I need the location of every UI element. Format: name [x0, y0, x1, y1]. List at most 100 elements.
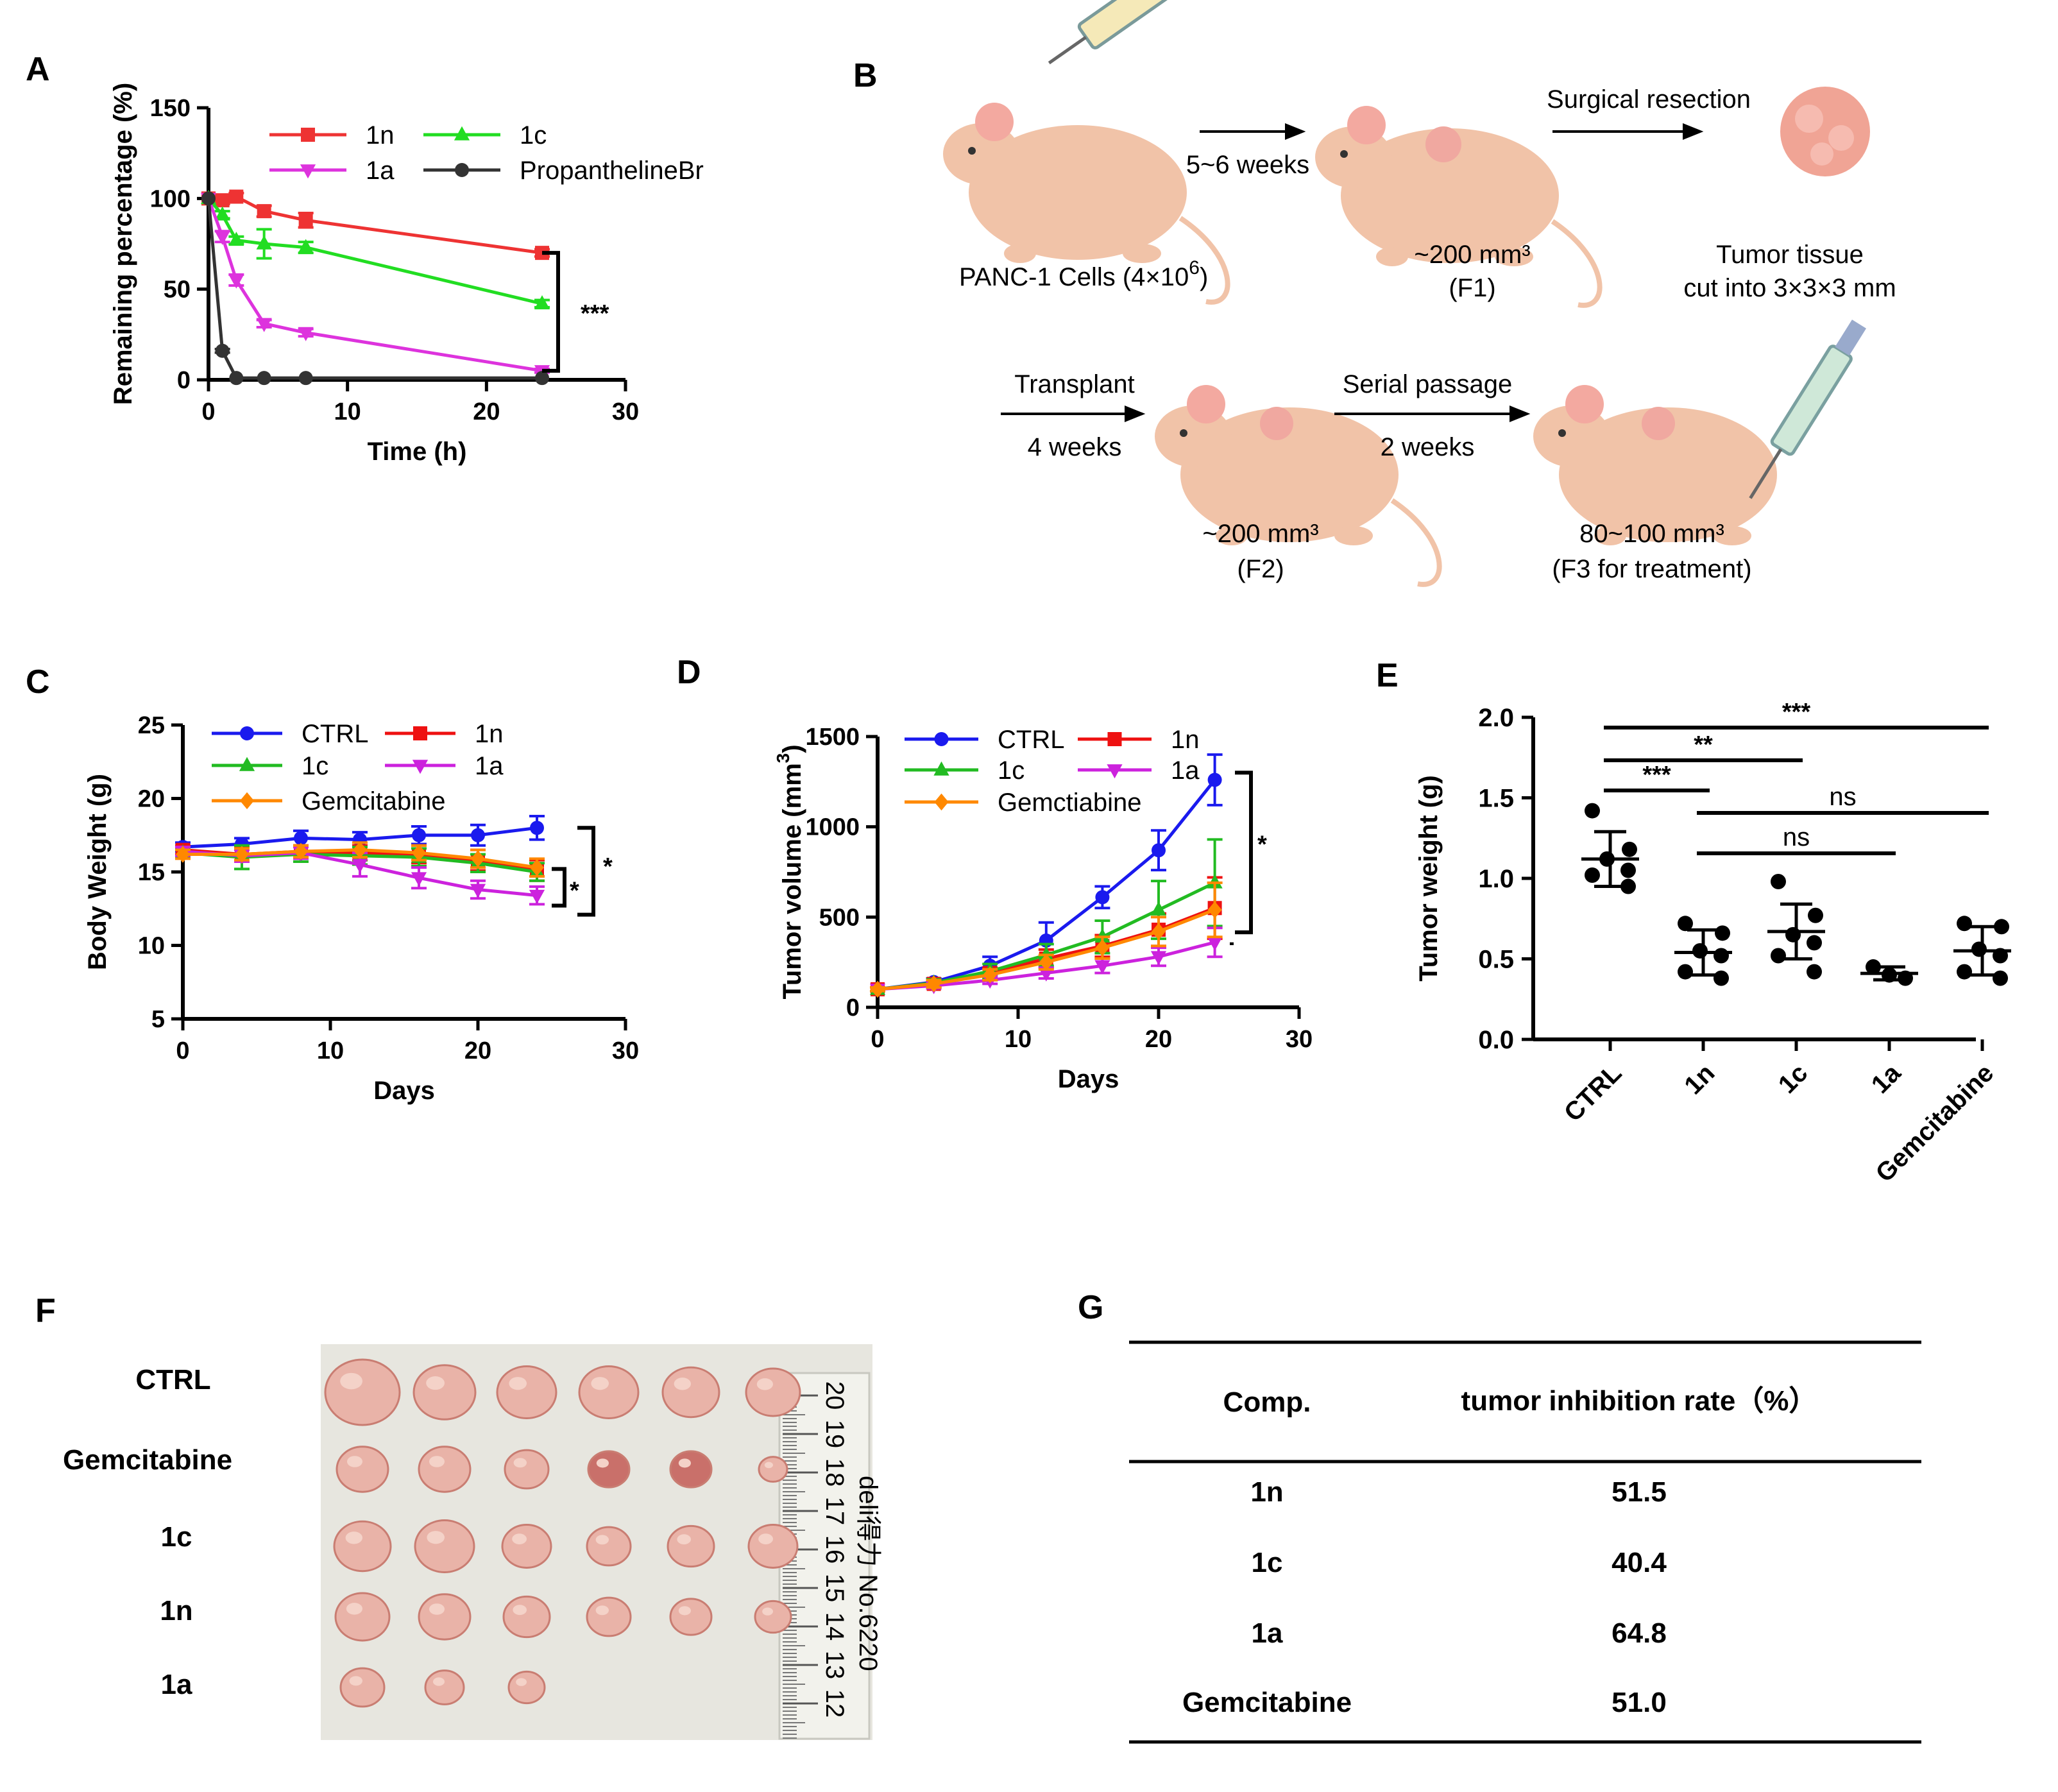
tumor-sample	[667, 1524, 715, 1568]
y-tick-label: 50	[164, 277, 191, 303]
y-tick-label: 150	[150, 95, 191, 122]
chart-e-tumor-weight: 0.0 0.5 1.0 1.5 2.0 Tumor weight (g) CTRL 1n 1c 1…	[1415, 699, 2011, 1188]
tumor-highlight	[426, 1376, 445, 1390]
data-point	[1993, 970, 2008, 986]
tumor-sample	[586, 1596, 632, 1637]
data-point	[1152, 923, 1166, 941]
legend-entry-gemcitabine: Gemcitabine	[212, 787, 446, 815]
data-point	[235, 846, 249, 863]
data-point	[1207, 874, 1223, 889]
x-tick-label: 10	[334, 398, 361, 425]
table-row: 1c 40.4	[1252, 1547, 1667, 1578]
data-point	[530, 821, 544, 835]
tumor-highlight	[756, 1378, 773, 1390]
data-point	[412, 844, 426, 862]
panel-label-f: F	[35, 1292, 56, 1329]
data-point	[1038, 967, 1054, 982]
y-tick-label: 15	[138, 859, 165, 886]
ruler-number: 14	[821, 1612, 849, 1641]
mouse-icon	[943, 103, 1230, 305]
photo-row-label: 1c	[161, 1521, 192, 1553]
tumor-sample	[587, 1450, 631, 1489]
y-axis-label-sup: 3	[773, 753, 793, 764]
y-tick-label: 0	[177, 367, 191, 394]
y-axis-label-end: )	[778, 744, 806, 753]
data-point	[455, 163, 469, 177]
table-cell-compound: Gemcitabine	[1182, 1687, 1352, 1718]
data-point	[1771, 874, 1786, 890]
tumor-sample	[336, 1446, 389, 1493]
legend-label: 1n	[1171, 726, 1200, 754]
y-axis-label: Tumor weight (g)	[1415, 775, 1443, 981]
data-point	[1692, 943, 1708, 959]
tumor-highlight	[591, 1377, 609, 1390]
tumor-highlight	[595, 1605, 609, 1616]
y-tick-label: 2.0	[1478, 704, 1514, 732]
tumor-sample	[496, 1365, 557, 1419]
data-point	[529, 889, 545, 904]
y-tick-label: 0.0	[1478, 1026, 1514, 1054]
ruler-number: 17	[821, 1497, 849, 1526]
data-point	[530, 858, 544, 876]
x-axis-label: Days	[373, 1077, 435, 1105]
data-point	[926, 975, 941, 993]
ruler-brand: deli得力 No.6220	[854, 1476, 882, 1671]
significance-bracket	[552, 867, 566, 908]
series-1a	[200, 192, 550, 380]
legend-label: 1c	[998, 756, 1025, 785]
tumor-sample	[414, 1519, 475, 1573]
syringe-icon	[1048, 0, 1195, 65]
data-point	[534, 295, 550, 310]
tumor-sample	[754, 1600, 792, 1634]
data-point	[1094, 928, 1110, 943]
arrow-icon	[1001, 123, 1704, 422]
step-label: 5~6 weeks	[1186, 151, 1309, 179]
legend-entry-1a: 1a	[385, 752, 504, 780]
x-tick-label: 0	[176, 1037, 189, 1064]
y-tick-label: 25	[138, 712, 165, 739]
series-gemctiabine	[870, 881, 1223, 998]
chart-d-tumor-volume: 0 500 1000 1500 0 10 20 30 Days Tumor volume (mm3…	[773, 724, 1313, 1093]
chart-c-body-weight: 5 10 15 20 25 0 10 20 30 Days Body Weight (g) CTRL 1…	[83, 712, 639, 1105]
tumor-highlight	[512, 1533, 527, 1544]
y-axis-label: Tumor volume (mm3)	[773, 744, 806, 999]
tumor-sample	[504, 1449, 550, 1490]
data-point	[1095, 890, 1110, 905]
chart-a-remaining-percentage: 0 50 100 150 0 10 20 30 Time (h) Remaining percen…	[109, 83, 704, 466]
tumor-highlight	[340, 1372, 362, 1390]
table-header-rate: tumor inhibition rate（%）	[1461, 1385, 1817, 1417]
tumor-sample	[586, 1526, 632, 1567]
data-point	[298, 327, 314, 341]
tumor-highlight	[345, 1532, 362, 1544]
x-tick-label: 0	[871, 1026, 884, 1053]
tissue-size-label: cut into 3×3×3 mm	[1683, 274, 1896, 302]
data-point	[301, 128, 315, 142]
series-1c	[200, 190, 550, 310]
tumor-highlight	[509, 1377, 527, 1390]
panel-label-g: G	[1078, 1289, 1103, 1326]
tumor-highlight	[674, 1378, 692, 1390]
tumor-highlight	[429, 1456, 445, 1467]
tumor-highlight	[346, 1603, 363, 1615]
legend-entry-1c: 1c	[423, 121, 547, 149]
data-point	[257, 371, 271, 386]
mouse-icon	[1315, 106, 1603, 308]
data-point	[1585, 867, 1600, 883]
data-point	[294, 842, 308, 860]
y-tick-label: 20	[138, 786, 165, 813]
tumor-sample	[661, 1366, 720, 1419]
step-label: 4 weeks	[1028, 433, 1122, 461]
comparison-label: ***	[1782, 699, 1811, 726]
tumor-highlight	[513, 1605, 527, 1616]
x-tick-label: 1n	[1679, 1059, 1720, 1100]
comparison-label: ns	[1783, 823, 1810, 851]
syringe-icon	[1749, 320, 1867, 499]
legend-label: PropanthelineBr	[520, 157, 704, 185]
data-point	[1150, 901, 1167, 916]
data-point	[1957, 916, 1972, 932]
tumor-sample	[501, 1524, 552, 1569]
y-tick-label: 500	[819, 904, 860, 931]
data-point	[1094, 960, 1110, 975]
legend-entry-1c: 1c	[212, 752, 328, 780]
